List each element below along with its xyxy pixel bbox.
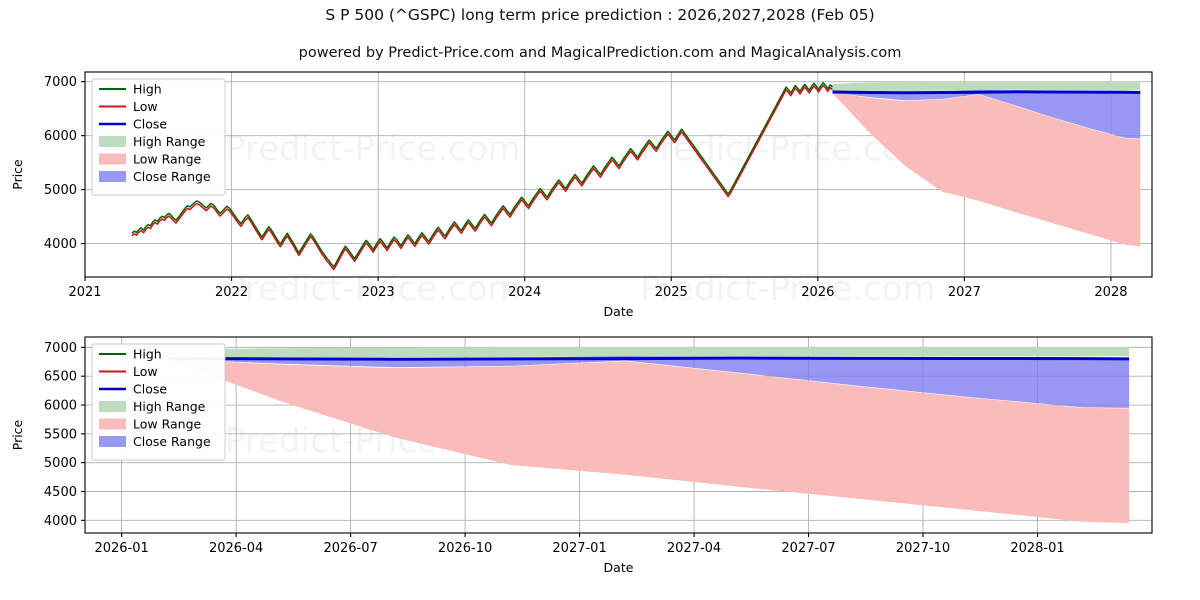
legend-item-label: Low Range bbox=[133, 152, 202, 167]
legend-item-label: Close bbox=[133, 382, 167, 397]
watermark-text: Predict-Price.com bbox=[225, 129, 521, 169]
x-tick-label: 2027 bbox=[948, 285, 981, 300]
legend-item: High Range bbox=[99, 134, 206, 149]
x-tick-label: 2026-01 bbox=[94, 541, 148, 556]
chart-panel-bottom: Predict-Price.comPredict-Price.com400045… bbox=[10, 336, 1153, 575]
legend-item-label: Close Range bbox=[133, 434, 211, 449]
y-tick-label: 4500 bbox=[44, 485, 77, 500]
legend-item: High bbox=[99, 347, 162, 362]
legend-item-label: Low bbox=[133, 99, 158, 114]
legend-item: Low Range bbox=[99, 152, 202, 167]
legend-item-label: Low Range bbox=[133, 417, 202, 432]
legend-item: High Range bbox=[99, 399, 206, 414]
low-line bbox=[131, 84, 834, 271]
legend-item-label: High bbox=[133, 82, 162, 97]
page-subtitle: powered by Predict-Price.com and Magical… bbox=[298, 45, 902, 61]
x-tick-label: 2026 bbox=[801, 285, 834, 300]
y-tick-label: 5000 bbox=[44, 456, 77, 471]
y-tick-label: 5500 bbox=[44, 427, 77, 442]
close-line bbox=[167, 356, 1130, 361]
legend-item: Close Range bbox=[99, 434, 211, 449]
legend-item: High bbox=[99, 82, 162, 97]
y-tick-label: 5000 bbox=[44, 183, 77, 198]
high-range-band bbox=[167, 347, 1130, 358]
x-tick-label: 2027-04 bbox=[667, 541, 721, 556]
y-tick-label: 4000 bbox=[44, 237, 77, 252]
legend-item-label: Close bbox=[133, 117, 167, 132]
y-tick-label: 7000 bbox=[44, 341, 77, 356]
x-axis: 2021 2022 2023 2024 2025 2026 2027 2028 Date bbox=[68, 277, 1128, 319]
legend-patch-swatch bbox=[99, 401, 126, 412]
watermark-text: Predict-Price.com bbox=[640, 269, 936, 309]
y-axis-title: Price bbox=[10, 159, 25, 190]
y-tick-label: 7000 bbox=[44, 75, 77, 90]
legend-patch-swatch bbox=[99, 171, 126, 182]
watermark-text: Predict-Price.com bbox=[225, 269, 521, 309]
close-line bbox=[832, 90, 1141, 95]
legend-item: Low Range bbox=[99, 417, 202, 432]
x-tick-label: 2027-07 bbox=[781, 541, 835, 556]
low-range-band bbox=[832, 92, 1141, 247]
x-axis: 2026-01 2026-04 2026-07 2026-10 2027-01 2027-… bbox=[94, 533, 1065, 575]
legend-patch-swatch bbox=[99, 136, 126, 147]
legend-patch-swatch bbox=[99, 418, 126, 430]
legend-box bbox=[91, 78, 226, 196]
x-tick-label: 2026-07 bbox=[323, 541, 377, 556]
x-axis-title: Date bbox=[604, 304, 634, 319]
legend-item: Close bbox=[99, 117, 167, 132]
forecast-bands bbox=[832, 81, 1141, 247]
legend-item-label: Low bbox=[133, 364, 158, 379]
high-range-band bbox=[832, 81, 1141, 91]
legend-patch-swatch bbox=[99, 436, 126, 447]
page-title: S P 500 (^GSPC) long term price predicti… bbox=[325, 6, 875, 24]
close-range-band bbox=[167, 356, 1130, 408]
x-tick-label: 2028-01 bbox=[1010, 541, 1064, 556]
low-range-band bbox=[167, 358, 1130, 524]
chart-panel-top: Predict-Price.com Predict-Price.com Predic… bbox=[10, 71, 1153, 319]
legend-patch-swatch bbox=[99, 153, 126, 165]
x-axis-title: Date bbox=[604, 560, 634, 575]
watermark-group: Predict-Price.com Predict-Price.com Predic… bbox=[225, 129, 936, 309]
historical-series bbox=[131, 82, 834, 271]
legend-item: Low bbox=[99, 99, 158, 114]
legend-item: Low bbox=[99, 364, 158, 379]
close-range-band bbox=[832, 89, 1141, 139]
legend: High Low Close High Range Low Range Close Ran… bbox=[91, 78, 226, 196]
forecast-bands bbox=[167, 347, 1130, 524]
legend-box bbox=[91, 343, 226, 461]
legend-item-label: High Range bbox=[133, 134, 206, 149]
x-tick-label: 2023 bbox=[362, 285, 395, 300]
y-axis: 4000 5000 6000 7000 Price bbox=[10, 75, 85, 252]
y-axis: 4000 4500 5000 5500 6000 6500 7000 Price bbox=[10, 341, 85, 529]
legend-item-label: High bbox=[133, 347, 162, 362]
x-tick-label: 2024 bbox=[508, 285, 541, 300]
x-tick-label: 2021 bbox=[68, 285, 101, 300]
legend: High Low Close High Range Low Range Close Ran… bbox=[91, 343, 226, 461]
y-tick-label: 6000 bbox=[44, 399, 77, 414]
axes-frame bbox=[84, 71, 1153, 278]
y-tick-label: 6500 bbox=[44, 370, 77, 385]
x-tick-label: 2028 bbox=[1094, 285, 1127, 300]
high-line bbox=[131, 82, 834, 268]
x-tick-label: 2027-01 bbox=[552, 541, 606, 556]
legend-item-label: High Range bbox=[133, 399, 206, 414]
x-tick-label: 2022 bbox=[215, 285, 248, 300]
x-tick-label: 2025 bbox=[655, 285, 688, 300]
y-tick-label: 4000 bbox=[44, 514, 77, 529]
axes-frame bbox=[84, 336, 1153, 534]
legend-item: Close bbox=[99, 382, 167, 397]
legend-item: Close Range bbox=[99, 169, 211, 184]
y-axis-title: Price bbox=[10, 419, 25, 450]
x-tick-label: 2027-10 bbox=[896, 541, 950, 556]
x-tick-label: 2026-04 bbox=[209, 541, 263, 556]
y-tick-label: 6000 bbox=[44, 129, 77, 144]
legend-item-label: Close Range bbox=[133, 169, 211, 184]
x-tick-label: 2026-10 bbox=[438, 541, 492, 556]
